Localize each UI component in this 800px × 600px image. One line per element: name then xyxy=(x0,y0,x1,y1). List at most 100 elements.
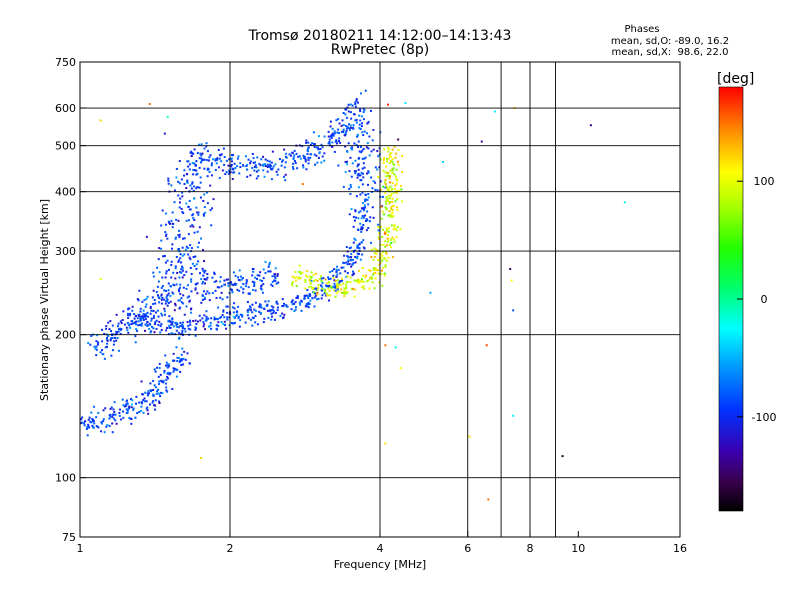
o-mode-point xyxy=(192,217,195,220)
o-mode-point xyxy=(205,142,208,145)
o-mode-point xyxy=(209,209,212,212)
o-mode-point xyxy=(185,305,188,308)
x-mode-point xyxy=(373,247,376,250)
x-mode-point xyxy=(394,200,397,203)
o-mode-point xyxy=(295,296,298,299)
isolated-point xyxy=(404,101,407,104)
o-mode-point xyxy=(365,146,368,149)
o-mode-point xyxy=(225,327,228,330)
o-mode-point xyxy=(137,324,140,327)
o-mode-point xyxy=(160,294,163,297)
o-mode-point xyxy=(323,135,326,138)
o-mode-point xyxy=(167,333,170,336)
o-mode-point xyxy=(293,160,296,163)
o-mode-point xyxy=(181,246,184,249)
o-mode-point xyxy=(166,304,169,307)
o-mode-point xyxy=(322,277,325,280)
o-mode-point xyxy=(185,287,188,290)
o-mode-point xyxy=(175,176,178,179)
o-mode-point xyxy=(174,236,177,239)
o-mode-point xyxy=(190,290,193,293)
o-mode-point xyxy=(164,354,167,357)
o-mode-point xyxy=(165,378,168,381)
x-mode-point xyxy=(377,259,380,262)
o-mode-point xyxy=(223,279,226,282)
o-mode-point xyxy=(338,281,341,284)
o-mode-point xyxy=(371,206,374,209)
x-mode-point xyxy=(391,200,394,203)
o-mode-point xyxy=(117,330,120,333)
o-mode-point xyxy=(285,304,288,307)
x-mode-point xyxy=(385,227,388,230)
x-mode-point xyxy=(372,273,375,276)
o-mode-point xyxy=(374,166,377,169)
o-mode-point xyxy=(209,321,212,324)
o-mode-point xyxy=(179,283,182,286)
x-mode-point xyxy=(301,271,304,274)
o-mode-point xyxy=(232,283,235,286)
o-mode-point xyxy=(175,329,178,332)
o-mode-point xyxy=(158,382,161,385)
o-mode-point xyxy=(251,274,254,277)
o-mode-point xyxy=(189,323,192,326)
o-mode-point xyxy=(361,172,364,175)
o-mode-point xyxy=(296,167,299,170)
o-mode-point xyxy=(342,124,345,127)
o-mode-point xyxy=(274,163,277,166)
o-mode-point xyxy=(267,265,270,268)
o-mode-point xyxy=(167,364,170,367)
o-mode-point xyxy=(311,297,314,300)
o-mode-point xyxy=(178,276,181,279)
o-mode-point xyxy=(161,284,164,287)
o-mode-point xyxy=(233,307,236,310)
x-mode-point xyxy=(391,212,394,215)
o-mode-point xyxy=(242,283,245,286)
o-mode-point xyxy=(232,168,235,171)
o-mode-point xyxy=(167,182,170,185)
o-mode-point xyxy=(342,128,345,131)
o-mode-point xyxy=(145,315,148,318)
o-mode-point xyxy=(258,162,261,165)
o-mode-point xyxy=(183,253,186,256)
o-mode-point xyxy=(195,263,198,266)
o-mode-point xyxy=(196,152,199,155)
o-mode-point xyxy=(358,123,361,126)
o-mode-point xyxy=(202,199,205,202)
o-mode-point xyxy=(179,325,182,328)
o-mode-point xyxy=(338,137,341,140)
o-mode-point xyxy=(313,292,316,295)
x-mode-point xyxy=(337,286,340,289)
o-mode-point xyxy=(203,271,206,274)
o-mode-point xyxy=(172,367,175,370)
o-mode-point xyxy=(236,310,239,313)
o-mode-point xyxy=(96,343,99,346)
o-mode-point xyxy=(171,222,174,225)
x-mode-point xyxy=(381,259,384,262)
o-mode-point xyxy=(367,170,370,173)
o-mode-point xyxy=(222,309,225,312)
o-mode-point xyxy=(228,282,231,285)
o-mode-point xyxy=(148,403,151,406)
o-mode-point xyxy=(307,302,310,305)
o-mode-point xyxy=(372,148,375,151)
colorbar-tick-label: 0 xyxy=(761,293,768,306)
o-mode-point xyxy=(344,113,347,116)
x-mode-point xyxy=(385,197,388,200)
o-mode-point xyxy=(113,410,116,413)
o-mode-point xyxy=(248,308,251,311)
o-mode-point xyxy=(164,302,167,305)
y-axis-label: Stationary phase Virtual Height [km] xyxy=(38,199,51,401)
x-mode-point xyxy=(395,152,398,155)
o-mode-point xyxy=(254,289,257,292)
o-mode-point xyxy=(266,159,269,162)
o-mode-point xyxy=(119,332,122,335)
o-mode-point xyxy=(328,141,331,144)
x-mode-point xyxy=(382,243,385,246)
x-mode-point xyxy=(378,232,381,235)
x-mode-point xyxy=(299,272,302,275)
x-mode-point xyxy=(381,228,384,231)
o-mode-point xyxy=(178,206,181,209)
o-mode-point xyxy=(333,285,336,288)
o-mode-point xyxy=(280,164,283,167)
